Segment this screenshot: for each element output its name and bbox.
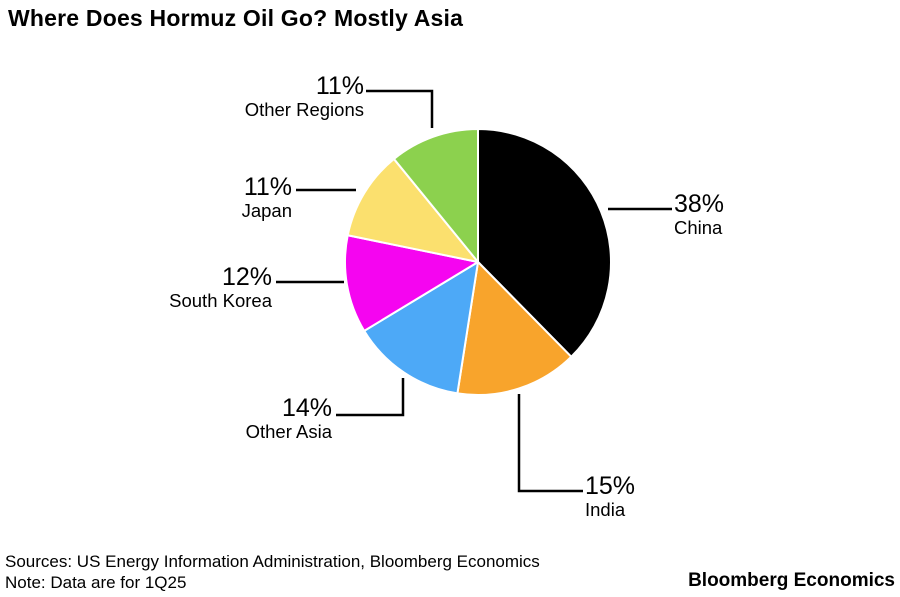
callout-south-korea-name: South Korea — [169, 290, 272, 311]
callout-other-asia-percent: 14% — [281, 394, 332, 422]
callout-line — [517, 394, 583, 493]
callout-india-name: India — [585, 499, 626, 520]
callout-china: 38% China — [674, 191, 794, 239]
footer-notes: Sources: US Energy Information Administr… — [5, 552, 540, 593]
callout-other-asia: 14% Other Asia — [200, 395, 332, 443]
callout-india-percent: 15% — [585, 472, 636, 500]
callout-china-percent: 38% — [674, 190, 725, 218]
callout-connector-lines — [276, 89, 672, 493]
sources-line: Sources: US Energy Information Administr… — [5, 552, 540, 571]
callout-japan: 11% Japan — [170, 174, 292, 222]
pie-slices — [344, 128, 612, 396]
bloomberg-economics-logo: Bloomberg Economics — [688, 570, 895, 591]
callout-other-regions: 11% Other Regions — [238, 73, 364, 121]
chart-title: Where Does Hormuz Oil Go? Mostly Asia — [8, 5, 464, 31]
callout-japan-percent: 11% — [243, 173, 292, 201]
callout-india: 15% India — [585, 473, 705, 521]
callout-south-korea: 12% South Korea — [140, 264, 272, 312]
pie-slice-other-regions — [392, 128, 479, 263]
callout-other-asia-name: Other Asia — [245, 421, 332, 442]
callout-south-korea-percent: 12% — [221, 263, 272, 291]
note-line: Note: Data are for 1Q25 — [5, 572, 187, 592]
pie-slice-japan — [346, 157, 479, 263]
pie-slice-south-korea — [344, 234, 479, 332]
pie-slice-china — [477, 128, 612, 358]
callout-japan-name: Japan — [241, 200, 292, 221]
callout-other-regions-name: Other Regions — [244, 99, 364, 120]
callout-other-regions-percent: 11% — [315, 72, 364, 100]
pie-slice-other-asia — [363, 261, 479, 395]
callout-china-name: China — [674, 217, 723, 238]
callout-line — [366, 89, 434, 128]
callout-line — [336, 378, 405, 417]
pie-slice-india — [456, 261, 573, 396]
